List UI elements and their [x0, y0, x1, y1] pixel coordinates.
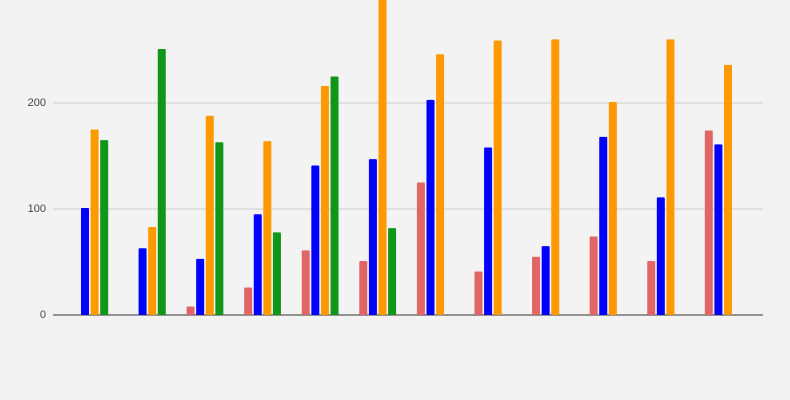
bar: [186, 306, 195, 315]
bar: [388, 228, 397, 315]
y-tick-label: 300: [28, 0, 46, 3]
bar: [272, 232, 281, 315]
bar: [378, 0, 387, 315]
bar: [436, 54, 445, 316]
bar: [647, 260, 656, 315]
bar: [244, 287, 253, 315]
y-tick-label: 200: [28, 97, 46, 109]
bar: [215, 142, 224, 315]
bar: [320, 86, 329, 315]
bar: [157, 48, 166, 315]
bar: [484, 147, 493, 315]
bar: [666, 39, 675, 316]
bar: [416, 182, 425, 315]
bar: [474, 271, 483, 315]
bar: [301, 250, 310, 315]
bar: [541, 246, 550, 315]
bar: [493, 40, 502, 316]
bar: [100, 140, 109, 315]
bar: [426, 99, 435, 315]
bar: [359, 260, 368, 315]
bar: [138, 248, 147, 315]
bar: [551, 39, 560, 316]
bar: [724, 64, 733, 315]
bar: [704, 130, 713, 315]
bar: [599, 136, 608, 315]
bar: [263, 141, 272, 315]
bar: [253, 214, 262, 315]
y-tick-label: 100: [28, 203, 46, 215]
bar: [589, 236, 598, 315]
bar: [608, 101, 617, 315]
bar: [330, 76, 339, 315]
bar: [80, 207, 89, 315]
bar: [205, 115, 214, 315]
bar: [90, 129, 99, 315]
bar: [714, 144, 723, 315]
bar: [532, 256, 541, 315]
bar: [196, 258, 205, 315]
bar: [311, 165, 320, 315]
bar: [148, 227, 157, 315]
bar: [368, 159, 377, 315]
y-tick-label: 0: [40, 309, 46, 321]
bar: [656, 197, 665, 315]
